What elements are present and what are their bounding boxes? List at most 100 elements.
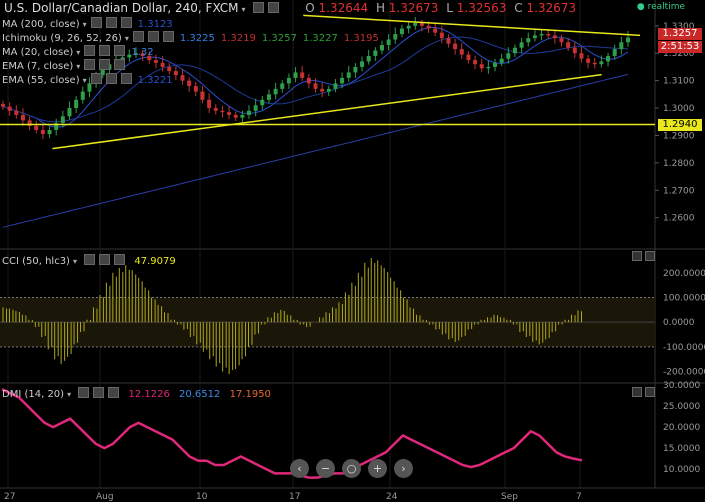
candle-body [193,86,198,92]
indicator-row[interactable]: EMA (55, close) ▾ 1.3221 [2,73,173,86]
candle-body [147,55,152,61]
chevron-down-icon[interactable]: ▾ [124,34,129,43]
current-price-tag: 1.3257 [658,28,702,40]
cci-label: CCI (50, hlc3) [2,256,70,267]
eye-icon[interactable] [84,45,96,56]
candle-body [619,42,624,50]
indicator-label: EMA (55, close) [2,75,80,86]
indicator-value: 1.3257 [261,33,297,44]
candle-body [60,116,65,124]
settings-icon[interactable] [99,254,111,265]
close-icon[interactable] [268,2,280,13]
scroll-left-button[interactable]: ‹ [290,459,309,478]
candle-body [493,62,498,67]
chevron-down-icon[interactable]: ▾ [241,5,246,14]
countdown-tag: 2:51:53 [658,41,702,53]
time-tick-label: 17 [289,492,300,502]
close-value: 1.32673 [526,1,577,15]
candle-body [340,77,345,84]
reset-zoom-button[interactable]: ○ [342,459,361,478]
move-up-icon[interactable] [632,387,642,397]
dmi-value-3: 17.1950 [229,389,271,400]
move-up-icon[interactable] [632,251,642,261]
candle-body [373,50,378,56]
candle-body [100,69,105,76]
dmi-label: DMI (14, 20) [2,389,65,400]
price-tick-label: 1.3200 [663,49,695,59]
settings-icon[interactable] [253,2,265,13]
candle-body [479,64,484,69]
close-icon[interactable] [120,73,132,84]
dmi-value-2: 20.6512 [179,389,221,400]
settings-icon[interactable] [99,45,111,56]
trendline-upper [303,14,641,37]
close-icon[interactable] [108,387,120,398]
zoom-out-button[interactable]: − [316,459,335,478]
time-tick-label: 24 [386,492,398,502]
candle-body [413,23,418,26]
close-icon[interactable] [114,59,126,70]
chevron-down-icon[interactable]: ▾ [76,62,81,71]
chevron-down-icon[interactable]: ▾ [82,76,87,85]
chevron-down-icon[interactable]: ▾ [76,48,81,57]
zoom-in-button[interactable]: + [368,459,387,478]
maximize-icon[interactable] [645,251,655,261]
indicator-row[interactable]: EMA (7, close) ▾ [2,59,126,72]
indicator-value: 1.3227 [302,33,338,44]
price-tick-label: 1.3000 [663,104,695,114]
close-icon[interactable] [114,254,126,265]
candle-body [399,28,404,35]
chevron-down-icon[interactable]: ▾ [82,20,87,29]
eye-icon[interactable] [78,387,90,398]
maximize-icon[interactable] [645,387,655,397]
close-icon[interactable] [120,17,132,28]
settings-icon[interactable] [93,387,105,398]
candle-body [446,38,451,44]
eye-icon[interactable] [90,73,102,84]
indicator-value: 1.3195 [343,33,379,44]
candle-body [386,39,391,46]
indicator-row[interactable]: MA (20, close) ▾ 1.32 [2,45,154,58]
time-tick-label: 10 [196,492,208,502]
price-tick-label: 1.3300 [663,22,695,32]
candle-body [266,94,271,100]
time-axis: 27 Aug 10 17 24 Sep 7 [0,487,705,502]
settings-icon[interactable] [105,17,117,28]
cci-legend[interactable]: CCI (50, hlc3) ▾ 47.9079 [2,254,176,267]
candle-body [167,66,172,72]
candle-body [7,106,12,111]
candle-body [546,34,551,36]
indicator-row[interactable]: Ichimoku (9, 26, 52, 26) ▾ 1.3225 1.3219 1.3… [2,31,379,44]
eye-icon[interactable] [84,254,96,265]
candle-body [353,66,358,73]
dmi-tick-label: 15.0000 [663,444,700,454]
candle-body [552,35,557,39]
eye-icon[interactable] [84,59,96,70]
settings-icon[interactable] [105,73,117,84]
close-icon[interactable] [162,31,174,42]
eye-icon[interactable] [132,31,144,42]
candle-body [40,129,45,135]
price-tick-label: 1.3100 [663,77,695,87]
support-price-tag: 1.2940 [658,119,702,131]
settings-icon[interactable] [147,31,159,42]
chevron-down-icon[interactable]: ▾ [67,390,72,399]
chart-title[interactable]: U.S. Dollar/Canadian Dollar, 240, FXCM ▾ … [4,1,576,15]
dmi-tick-label: 30.0000 [663,381,700,391]
scroll-right-button[interactable]: › [394,459,413,478]
dmi-legend[interactable]: DMI (14, 20) ▾ 12.1226 20.6512 17.1950 [2,387,271,400]
candle-body [512,47,517,54]
eye-icon[interactable] [90,17,102,28]
candle-body [379,45,384,51]
candle-body [80,91,85,100]
candle-body [260,99,265,106]
candle-body [346,72,351,78]
candle-body [140,53,145,56]
close-icon[interactable] [114,45,126,56]
indicator-row[interactable]: MA (200, close) ▾ 1.3123 [2,17,173,30]
settings-icon[interactable] [99,59,111,70]
candle-body [360,61,365,67]
chevron-down-icon[interactable]: ▾ [72,257,77,266]
candle-body [326,88,331,92]
candle-body [253,105,258,111]
